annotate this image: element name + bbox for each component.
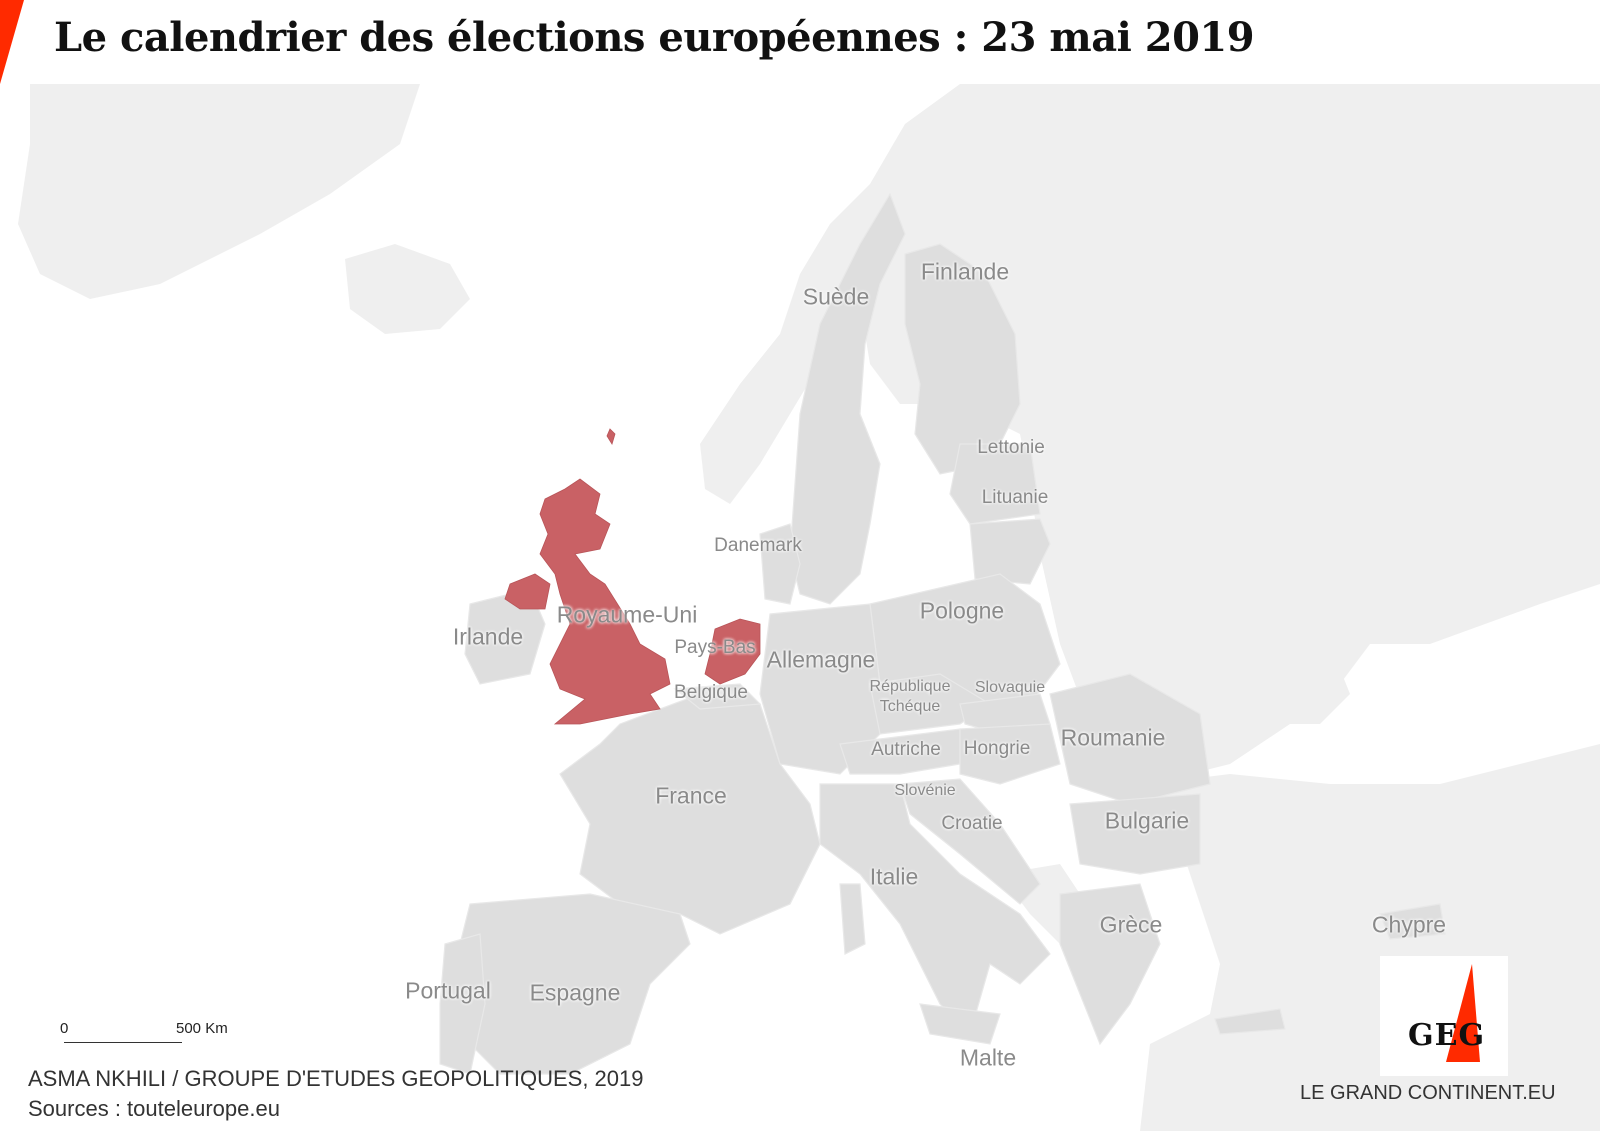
- iceland: [345, 244, 470, 334]
- country-romania: [1049, 673, 1211, 805]
- label-belgique: Belgique: [674, 682, 748, 703]
- label-portugal: Portugal: [405, 977, 491, 1004]
- country-netherlands: [704, 618, 761, 685]
- label-malte: Malte: [959, 1044, 1017, 1071]
- label-pologne: Pologne: [919, 597, 1005, 624]
- island-sicily: [919, 1003, 1001, 1045]
- label-republique-tcheque: République Tchéque: [869, 678, 951, 715]
- label-suede: Suède: [802, 283, 870, 310]
- country-lithuania: [969, 518, 1051, 585]
- label-irlande: Irlande: [452, 623, 524, 650]
- scale-line: [64, 1042, 182, 1043]
- map-canvas: [0, 84, 1600, 1131]
- country-belgium: [673, 683, 762, 710]
- highlighted-countries: [504, 428, 761, 725]
- country-slovenia-croatia: [899, 778, 1041, 905]
- country-united-kingdom: [539, 478, 671, 725]
- label-slovenie: Slovénie: [894, 782, 956, 799]
- credit-sources: Sources : touteleurope.eu: [28, 1096, 280, 1121]
- country-bulgaria: [1069, 793, 1201, 875]
- europe-map: [0, 84, 1600, 1131]
- label-croatie: Croatie: [941, 813, 1003, 834]
- label-pays-bas: Pays-Bas: [674, 637, 756, 658]
- label-bulgarie: Bulgarie: [1104, 807, 1190, 834]
- logo-triangle-icon: [1446, 964, 1480, 1062]
- eu-countries: [439, 192, 1446, 1075]
- country-austria: [839, 728, 961, 775]
- label-espagne: Espagne: [529, 979, 621, 1006]
- country-denmark: [759, 523, 801, 605]
- greenland: [18, 84, 420, 299]
- credit-author: ASMA NKHILI / GROUPE D'ETUDES GEOPOLITIQ…: [28, 1066, 644, 1091]
- label-autriche: Autriche: [871, 739, 941, 760]
- country-cyprus: [1379, 903, 1446, 940]
- country-finland: [904, 243, 1021, 475]
- corner-flag-decoration: [0, 0, 24, 84]
- country-france: [559, 693, 821, 935]
- country-estonia-latvia: [949, 443, 1041, 525]
- geg-logo: GEG: [1380, 956, 1508, 1076]
- label-slovaquie: Slovaquie: [974, 679, 1046, 696]
- scale-start-label: 0: [60, 1020, 69, 1037]
- credit-block: ASMA NKHILI / GROUPE D'ETUDES GEOPOLITIQ…: [28, 1064, 643, 1124]
- scale-end-label: 500 Km: [176, 1020, 228, 1037]
- label-allemagne: Allemagne: [766, 646, 876, 673]
- header: Le calendrier des élections européennes …: [0, 0, 1600, 84]
- label-chypre: Chypre: [1371, 911, 1447, 938]
- country-hungary: [959, 723, 1061, 785]
- label-royaume-uni: Royaume-Uni: [556, 601, 698, 628]
- country-portugal: [439, 933, 486, 1075]
- label-finlande: Finlande: [920, 258, 1010, 285]
- crimea: [1270, 644, 1350, 724]
- country-greece: [1059, 883, 1161, 1046]
- country-northern-ireland: [504, 573, 551, 610]
- site-name: LE GRAND CONTINENT.EU: [1300, 1082, 1556, 1104]
- island-sardinia-corsica: [839, 883, 866, 955]
- label-danemark: Danemark: [714, 535, 802, 556]
- island-shetland: [606, 428, 616, 445]
- scale-bar: 0 500 Km: [60, 1016, 228, 1046]
- label-italie: Italie: [869, 863, 919, 890]
- map-title: Le calendrier des élections européennes …: [54, 14, 1255, 61]
- logo-text: GEG: [1408, 1018, 1486, 1053]
- label-lituanie: Lituanie: [981, 487, 1049, 508]
- island-crete: [1214, 1008, 1286, 1035]
- label-france: France: [655, 782, 727, 809]
- label-grece: Grèce: [1099, 911, 1163, 938]
- label-hongrie: Hongrie: [963, 738, 1031, 759]
- label-roumanie: Roumanie: [1060, 724, 1166, 751]
- label-lettonie: Lettonie: [977, 437, 1045, 458]
- country-sweden: [789, 192, 906, 605]
- country-italy: [819, 783, 1051, 1036]
